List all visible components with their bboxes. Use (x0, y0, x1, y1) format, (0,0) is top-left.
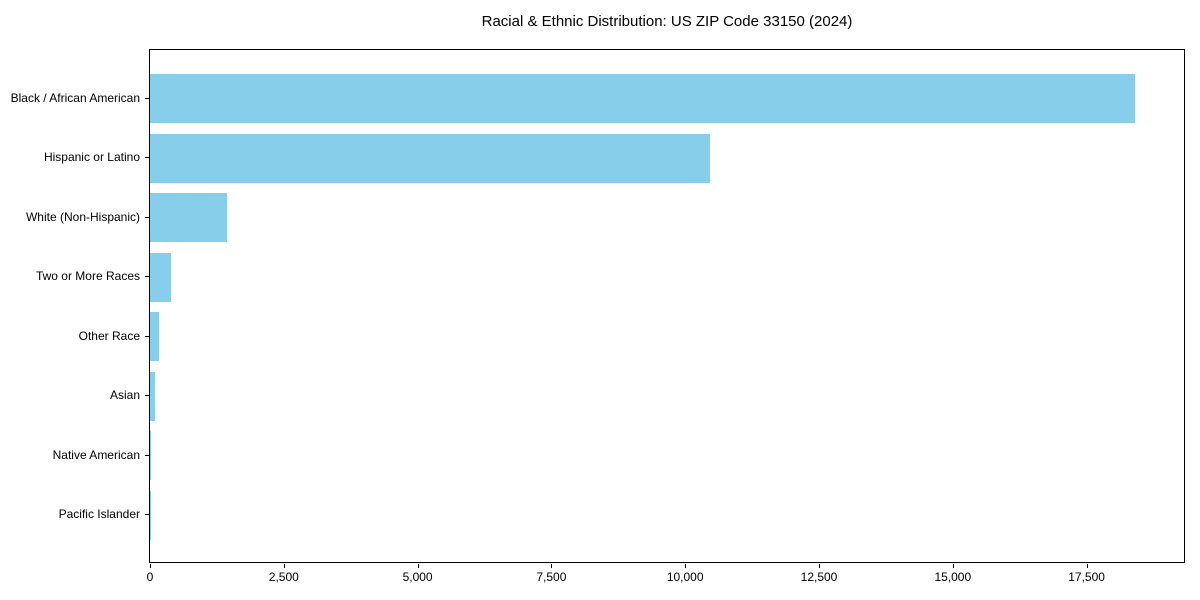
x-axis-tick-mark (551, 564, 553, 568)
x-axis-tick-label: 7,500 (536, 570, 567, 584)
x-axis-tick-label: 2,500 (268, 570, 299, 584)
y-axis-category-label: Hispanic or Latino (43, 150, 140, 164)
x-axis-tick-mark (685, 564, 687, 568)
y-axis-category-label: Native American (52, 447, 140, 462)
y-axis-category-label: Other Race (78, 328, 140, 343)
bar-two-or-more-races (150, 252, 171, 302)
bar-hispanic-or-latino (150, 133, 711, 183)
y-axis-category-label: White (Non-Hispanic) (25, 209, 140, 224)
x-axis-tick-mark (150, 564, 151, 568)
x-axis-tick-label: 17,500 (1068, 570, 1105, 584)
x-axis-tick-label: 0 (146, 570, 154, 584)
y-axis-tick-mark (145, 216, 149, 218)
x-axis-tick-label: 15,000 (934, 570, 972, 584)
plot-area (149, 49, 1185, 563)
y-axis-category-label: Pacific Islander (58, 507, 140, 521)
y-axis-tick-mark (145, 335, 149, 337)
y-axis-tick-mark (145, 97, 149, 99)
bar-other-race (150, 312, 160, 361)
bar-black-african-american (150, 74, 1135, 123)
x-axis-tick-mark (417, 564, 419, 568)
x-axis-tick-label: 10,000 (666, 570, 704, 584)
x-axis-tick-mark (1086, 564, 1088, 568)
bar-asian (150, 371, 155, 421)
y-axis-tick-mark (145, 157, 149, 158)
y-axis-tick-mark (145, 276, 149, 277)
x-axis-tick-mark (952, 564, 954, 568)
y-axis-tick-mark (145, 514, 149, 515)
y-axis-category-label: Black / African American (10, 90, 140, 105)
y-axis-tick-mark (145, 454, 149, 456)
bar-pacific-islander (150, 490, 151, 540)
x-axis-tick-label: 12,500 (800, 570, 838, 584)
x-axis-tick-mark (819, 564, 820, 568)
chart-title: Racial & Ethnic Distribution: US ZIP Cod… (481, 13, 853, 30)
x-axis-tick-label: 5,000 (402, 570, 433, 584)
y-axis-category-label: Asian (109, 388, 140, 402)
bar-native-american (150, 431, 152, 480)
y-axis-tick-mark (145, 395, 149, 396)
x-axis-tick-mark (283, 564, 285, 568)
bar-white-non-hispanic (150, 193, 227, 242)
y-axis-category-label: Two or More Races (35, 269, 140, 283)
